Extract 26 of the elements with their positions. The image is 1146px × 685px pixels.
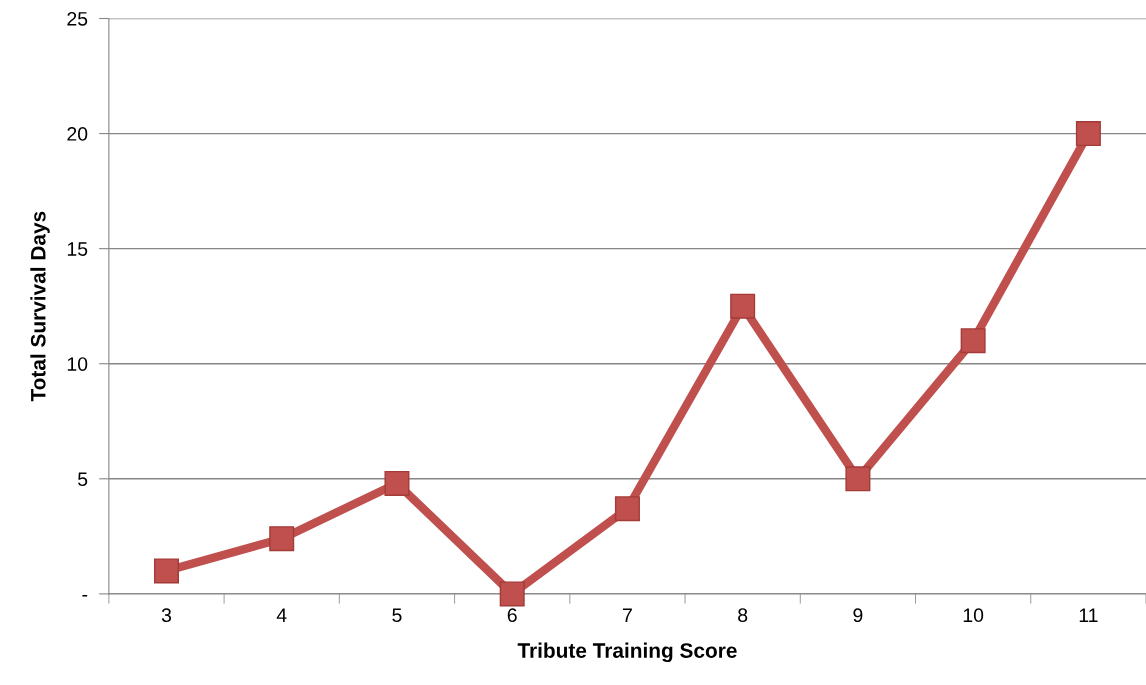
x-tick-label: 10 — [963, 608, 984, 623]
point — [845, 466, 871, 492]
point — [960, 328, 986, 354]
x-tick-label: 7 — [623, 608, 632, 622]
x-axis-title: Tribute Training Score — [517, 642, 737, 663]
point — [1075, 121, 1101, 147]
x-tick-label: 3 — [161, 608, 172, 623]
y-tick-label: - — [82, 595, 88, 597]
point — [269, 526, 295, 552]
x-tick-label: 4 — [276, 608, 287, 622]
x-tick-label: 5 — [392, 608, 402, 623]
y-tick-label: 15 — [67, 242, 88, 256]
point — [499, 581, 525, 607]
x-tick-label: 6 — [507, 608, 517, 623]
y-tick-label: 5 — [78, 472, 88, 487]
y-tick-label: 20 — [67, 127, 88, 141]
point — [153, 558, 179, 584]
point — [730, 293, 756, 319]
point — [614, 496, 640, 522]
y-axis-title: Total Survival Days — [30, 211, 50, 402]
x-tick-label: 8 — [738, 608, 748, 623]
x-tick-label: 11 — [1079, 608, 1098, 622]
y-tick-label: 10 — [67, 357, 88, 371]
y-tick-label: 25 — [67, 11, 88, 26]
x-tick-label: 9 — [853, 608, 863, 623]
point — [384, 470, 410, 496]
